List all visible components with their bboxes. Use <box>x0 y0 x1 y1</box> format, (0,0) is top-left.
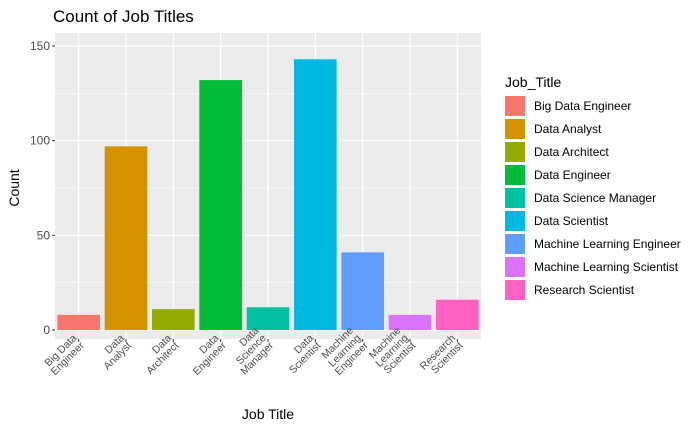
bar <box>294 59 337 331</box>
legend-key <box>505 257 525 277</box>
bar <box>104 146 148 330</box>
bars <box>57 59 479 331</box>
legend-key <box>505 280 525 300</box>
bar <box>341 252 384 330</box>
x-axis-title: Job Title <box>242 406 294 422</box>
legend-label: Data Science Manager <box>534 191 656 205</box>
legend-label: Data Architect <box>534 145 609 159</box>
y-axis-title: Count <box>6 169 22 206</box>
legend-key <box>505 119 525 139</box>
legend-label: Research Scientist <box>534 283 635 297</box>
legend-key <box>505 165 525 185</box>
bar <box>388 314 432 330</box>
legend-label: Data Scientist <box>534 214 609 228</box>
bar <box>199 80 242 330</box>
legend: Big Data Engineer Data Analyst Data Archit… <box>505 96 681 300</box>
legend-key <box>505 142 525 162</box>
y-tick-label: 50 <box>37 228 51 242</box>
legend-key <box>505 96 525 116</box>
bar <box>57 314 100 330</box>
bar <box>246 307 290 330</box>
legend-label: Data Analyst <box>534 122 602 136</box>
legend-label: Data Engineer <box>534 168 611 182</box>
legend-key <box>505 234 525 254</box>
chart-title: Count of Job Titles <box>53 7 194 26</box>
legend-label: Machine Learning Engineer <box>534 237 681 251</box>
legend-key <box>505 211 525 231</box>
y-tick-label: 150 <box>30 39 50 53</box>
x-tick-label: ResearchScientist <box>418 332 466 380</box>
bar <box>436 299 479 330</box>
legend-label: Machine Learning Scientist <box>534 260 679 274</box>
legend-key <box>505 188 525 208</box>
legend-title: Job_Title <box>505 74 562 90</box>
y-tick-label: 0 <box>43 323 50 337</box>
legend-label: Big Data Engineer <box>534 99 631 113</box>
y-tick-label: 100 <box>30 134 50 148</box>
y-axis: 0 50 100 150 <box>30 39 55 337</box>
bar <box>152 309 195 330</box>
